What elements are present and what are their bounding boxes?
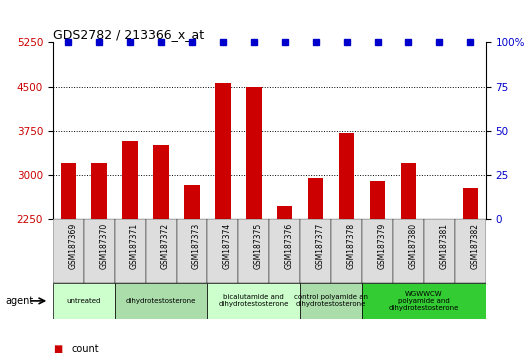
Bar: [91, 164, 107, 352]
Text: GSM187378: GSM187378: [346, 223, 355, 269]
Bar: [246, 87, 261, 352]
FancyBboxPatch shape: [238, 219, 269, 283]
FancyBboxPatch shape: [146, 219, 176, 283]
Text: count: count: [71, 344, 99, 354]
Text: WGWWCW
polyamide and
dihydrotestosterone: WGWWCW polyamide and dihydrotestosterone: [389, 291, 459, 311]
Text: GSM187376: GSM187376: [285, 223, 294, 269]
Text: GDS2782 / 213366_x_at: GDS2782 / 213366_x_at: [53, 28, 204, 41]
Bar: [339, 133, 354, 352]
FancyBboxPatch shape: [424, 219, 455, 283]
Text: untreated: untreated: [67, 298, 101, 304]
Bar: [122, 141, 138, 352]
Text: GSM187372: GSM187372: [161, 223, 170, 269]
Bar: [370, 181, 385, 352]
Text: GSM187377: GSM187377: [316, 223, 325, 269]
Text: GSM187374: GSM187374: [223, 223, 232, 269]
Bar: [308, 178, 323, 352]
Text: GSM187381: GSM187381: [439, 223, 448, 269]
Text: GSM187382: GSM187382: [470, 223, 479, 269]
Text: GSM187375: GSM187375: [254, 223, 263, 269]
Text: dihydrotestosterone: dihydrotestosterone: [126, 298, 196, 304]
Bar: [277, 206, 293, 352]
Text: agent: agent: [5, 296, 34, 306]
FancyBboxPatch shape: [269, 219, 300, 283]
FancyBboxPatch shape: [300, 283, 362, 319]
Text: bicalutamide and
dihydrotestosterone: bicalutamide and dihydrotestosterone: [219, 295, 289, 307]
FancyBboxPatch shape: [455, 219, 486, 283]
Bar: [432, 219, 447, 352]
FancyBboxPatch shape: [84, 219, 115, 283]
FancyBboxPatch shape: [393, 219, 424, 283]
Text: GSM187371: GSM187371: [130, 223, 139, 269]
FancyBboxPatch shape: [115, 283, 208, 319]
Bar: [153, 144, 169, 352]
FancyBboxPatch shape: [53, 283, 115, 319]
FancyBboxPatch shape: [208, 219, 238, 283]
Bar: [184, 185, 200, 352]
Text: GSM187373: GSM187373: [192, 223, 201, 269]
Text: ■: ■: [53, 344, 62, 354]
FancyBboxPatch shape: [115, 219, 146, 283]
FancyBboxPatch shape: [362, 219, 393, 283]
FancyBboxPatch shape: [208, 283, 300, 319]
Bar: [401, 164, 416, 352]
Bar: [463, 188, 478, 352]
Text: GSM187369: GSM187369: [68, 223, 77, 269]
Text: GSM187379: GSM187379: [378, 223, 386, 269]
Text: control polyamide an
dihydrotestosterone: control polyamide an dihydrotestosterone: [294, 295, 368, 307]
FancyBboxPatch shape: [362, 283, 486, 319]
FancyBboxPatch shape: [331, 219, 362, 283]
FancyBboxPatch shape: [300, 219, 331, 283]
Text: GSM187380: GSM187380: [409, 223, 418, 269]
FancyBboxPatch shape: [53, 219, 84, 283]
FancyBboxPatch shape: [176, 219, 208, 283]
Text: GSM187370: GSM187370: [99, 223, 108, 269]
Bar: [215, 83, 231, 352]
Bar: [61, 164, 76, 352]
